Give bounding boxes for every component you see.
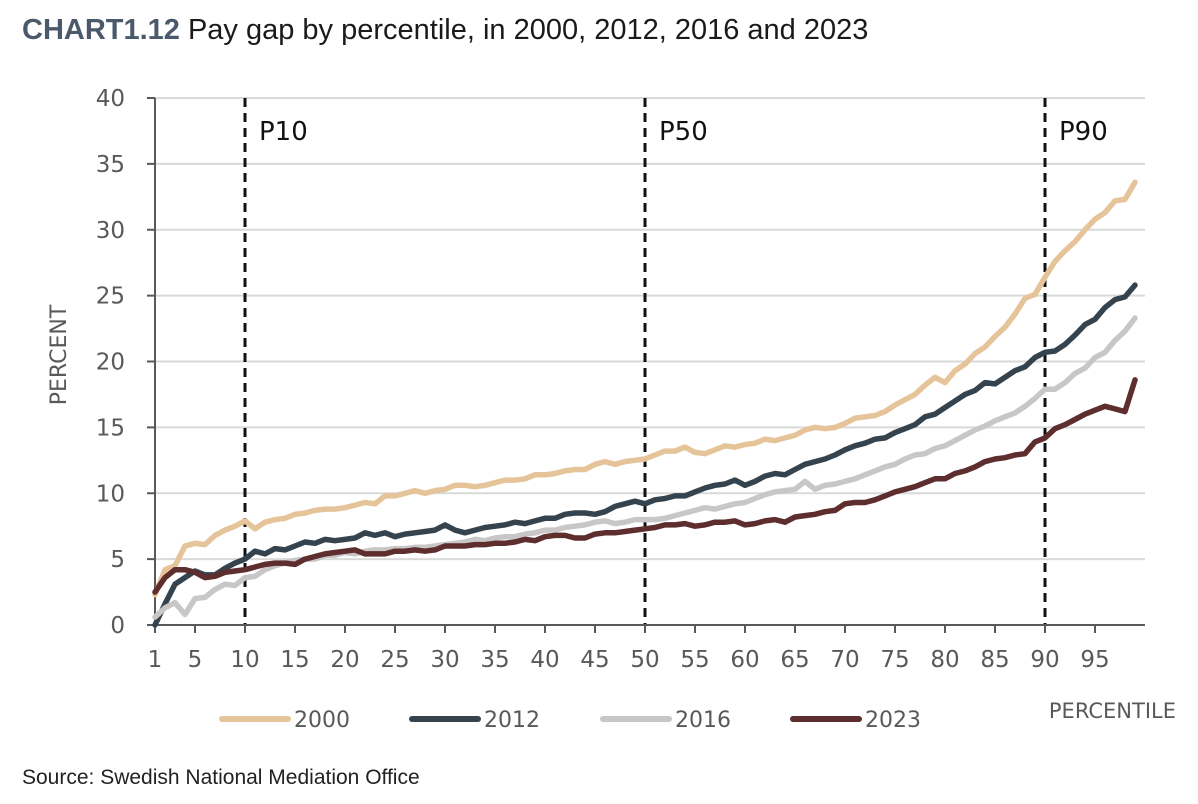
percentile-markers: P10 P50 P90	[243, 98, 1108, 625]
series-lines	[152, 179, 1138, 628]
y-tick-15: 15	[96, 415, 125, 441]
y-tick-20: 20	[96, 350, 125, 376]
y-tick-labels: 0 5 10 15 20 25 30 35 40	[96, 86, 125, 639]
y-tick-10: 10	[96, 481, 125, 507]
x-tick-5: 5	[188, 647, 203, 673]
x-tick-60: 60	[730, 647, 759, 673]
legend-label-2012: 2012	[484, 708, 540, 733]
legend-label-2023: 2023	[865, 708, 921, 733]
series-line-2000	[152, 179, 1138, 598]
source-note: Source: Swedish National Mediation Offic…	[22, 766, 420, 789]
x-tick-15: 15	[280, 647, 309, 673]
axes	[147, 97, 1145, 633]
y-tick-35: 35	[96, 152, 125, 178]
chart-title-text: Pay gap by percentile, in 2000, 2012, 20…	[187, 14, 869, 46]
x-tick-35: 35	[480, 647, 509, 673]
x-tick-95: 95	[1080, 647, 1109, 673]
x-tick-50: 50	[630, 647, 659, 673]
y-tick-0: 0	[110, 613, 125, 639]
y-tick-40: 40	[96, 86, 125, 112]
x-tick-80: 80	[930, 647, 959, 673]
y-axis-label: PERCENT	[47, 304, 72, 405]
x-tick-25: 25	[380, 647, 409, 673]
x-tick-55: 55	[680, 647, 709, 673]
legend-label-2000: 2000	[294, 708, 350, 733]
x-tick-20: 20	[330, 647, 359, 673]
x-tick-30: 30	[430, 647, 459, 673]
chart-title: CHART1.12 Pay gap by percentile, in 2000,…	[22, 14, 868, 47]
x-tick-10: 10	[230, 647, 259, 673]
x-tick-65: 65	[780, 647, 809, 673]
marker-label-p50: P50	[659, 117, 708, 147]
series-line-2012	[152, 282, 1138, 628]
x-tick-85: 85	[980, 647, 1009, 673]
x-tick-40: 40	[530, 647, 559, 673]
x-axis-label: PERCENTILE	[1049, 699, 1176, 723]
y-tick-30: 30	[96, 218, 125, 244]
x-tick-70: 70	[830, 647, 859, 673]
marker-label-p90: P90	[1059, 117, 1108, 147]
x-tick-45: 45	[580, 647, 609, 673]
x-tick-90: 90	[1030, 647, 1059, 673]
chart-number: CHART1.12	[22, 14, 180, 46]
marker-label-p10: P10	[259, 117, 308, 147]
legend-label-2016: 2016	[675, 708, 731, 733]
y-tick-25: 25	[96, 284, 125, 310]
gridlines	[155, 97, 1145, 561]
series-line-2023	[152, 377, 1138, 595]
x-tick-labels: 1 5 10 15 20 25 30 35 40 45 50 55 60 65 70 75 80 85 90 95	[148, 647, 1110, 673]
x-tick-75: 75	[880, 647, 909, 673]
y-tick-5: 5	[110, 547, 125, 573]
legend: 2000 2012 2016 2023	[219, 708, 921, 733]
series-line-2016	[152, 315, 1138, 620]
x-tick-1: 1	[148, 647, 163, 673]
